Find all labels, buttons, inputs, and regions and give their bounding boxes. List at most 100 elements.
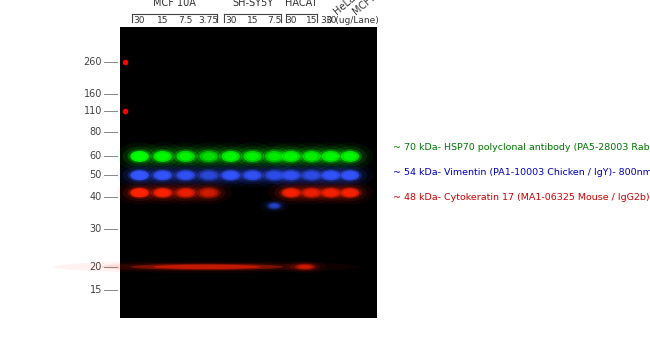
Ellipse shape [302,170,320,180]
Ellipse shape [268,152,281,160]
Text: 15: 15 [247,16,258,25]
Ellipse shape [214,166,247,184]
Text: 20: 20 [90,262,102,272]
Ellipse shape [279,169,303,182]
Text: 15: 15 [306,16,317,25]
Ellipse shape [123,146,156,166]
Ellipse shape [284,261,326,273]
Ellipse shape [327,181,373,204]
Ellipse shape [294,264,316,270]
Ellipse shape [305,189,318,196]
Ellipse shape [268,172,281,179]
Ellipse shape [289,181,335,204]
Ellipse shape [300,169,324,182]
Ellipse shape [151,187,175,199]
Ellipse shape [338,169,362,182]
Ellipse shape [322,151,340,162]
Ellipse shape [207,163,254,188]
Ellipse shape [305,172,318,179]
Ellipse shape [169,184,202,201]
Ellipse shape [295,146,328,166]
Text: 40: 40 [90,192,102,202]
Text: 15: 15 [90,285,102,295]
Ellipse shape [318,149,343,164]
Ellipse shape [263,169,286,182]
Ellipse shape [146,184,179,201]
Ellipse shape [200,188,218,197]
Bar [120,27,377,318]
Ellipse shape [162,181,209,204]
Ellipse shape [243,170,262,180]
Ellipse shape [116,143,162,170]
Text: 30: 30 [225,16,237,25]
Text: 7.5: 7.5 [267,16,281,25]
Ellipse shape [265,151,283,162]
Ellipse shape [268,181,314,204]
Ellipse shape [307,143,354,170]
Ellipse shape [302,188,320,197]
Text: 30: 30 [285,16,297,25]
Text: 60: 60 [90,151,102,161]
Ellipse shape [174,187,198,199]
Ellipse shape [279,187,303,199]
Ellipse shape [53,261,360,273]
Ellipse shape [151,169,175,182]
Ellipse shape [197,169,221,182]
Ellipse shape [140,163,186,188]
Ellipse shape [200,170,218,180]
Ellipse shape [327,163,373,188]
Ellipse shape [289,143,335,170]
Ellipse shape [146,146,179,166]
Ellipse shape [133,172,146,179]
Ellipse shape [302,151,320,162]
Ellipse shape [123,184,156,201]
Ellipse shape [174,169,198,182]
Ellipse shape [177,151,195,162]
Ellipse shape [285,189,298,196]
Ellipse shape [133,189,146,196]
Ellipse shape [127,149,151,164]
Text: 3.75: 3.75 [199,16,219,25]
Ellipse shape [153,151,172,162]
Ellipse shape [318,169,343,182]
Ellipse shape [289,163,335,188]
Ellipse shape [140,143,186,170]
Ellipse shape [186,143,232,170]
Ellipse shape [300,187,324,199]
Ellipse shape [279,149,303,164]
Ellipse shape [251,163,298,188]
Ellipse shape [344,189,356,196]
Text: 30: 30 [90,224,102,234]
Ellipse shape [265,170,283,180]
Ellipse shape [270,204,278,208]
Ellipse shape [153,265,261,269]
Ellipse shape [307,181,354,204]
Text: 15: 15 [157,16,168,25]
Ellipse shape [156,152,169,160]
Ellipse shape [333,166,367,184]
Ellipse shape [153,170,172,180]
Ellipse shape [177,188,195,197]
Ellipse shape [156,172,169,179]
Ellipse shape [338,149,362,164]
Ellipse shape [300,149,324,164]
Text: 50: 50 [90,170,102,180]
Ellipse shape [307,163,354,188]
Ellipse shape [236,146,269,166]
Ellipse shape [202,172,215,179]
Ellipse shape [281,170,300,180]
Ellipse shape [333,146,367,166]
Ellipse shape [222,170,240,180]
Text: HeLa: HeLa [332,0,358,17]
Text: 80: 80 [90,127,102,137]
Text: ~ 54 kDa- Vimentin (PA1-10003 Chicken / IgY)- 800nm: ~ 54 kDa- Vimentin (PA1-10003 Chicken / … [393,168,650,177]
Ellipse shape [197,149,221,164]
Ellipse shape [99,263,314,271]
Ellipse shape [153,188,172,197]
Ellipse shape [314,166,347,184]
Ellipse shape [263,149,286,164]
Ellipse shape [151,149,175,164]
Text: 30 (ug/Lane): 30 (ug/Lane) [321,16,379,25]
Text: 30: 30 [325,16,337,25]
Ellipse shape [314,184,347,201]
